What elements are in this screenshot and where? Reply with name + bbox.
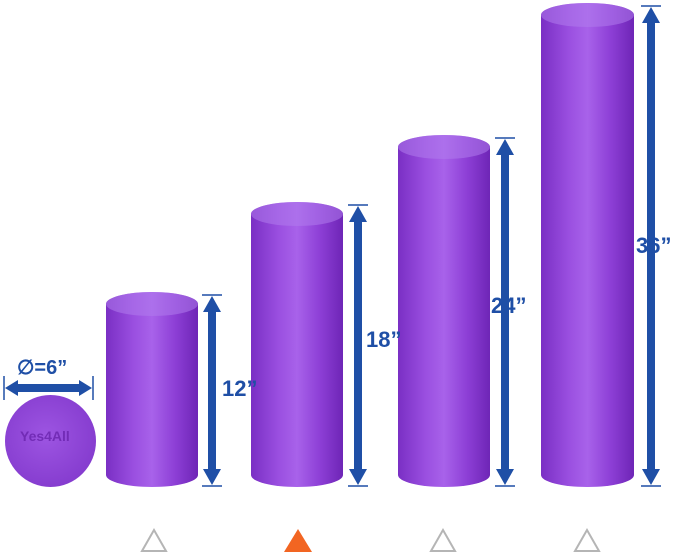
length-label-12: 12” — [222, 376, 258, 401]
carousel-indicators — [140, 527, 601, 552]
carousel-indicator-2-active — [284, 529, 312, 552]
carousel-indicator-4 — [573, 527, 601, 552]
length-label-18: 18” — [366, 327, 402, 352]
length-arrow-36 — [641, 5, 661, 487]
diameter-arrow — [3, 376, 94, 400]
carousel-indicator-3 — [429, 527, 457, 552]
length-label-36: 36” — [636, 233, 672, 258]
roller-36 — [541, 3, 634, 487]
roller-12 — [106, 292, 198, 487]
brand-logo: Yes4All — [20, 428, 70, 444]
length-arrow-24 — [495, 137, 515, 487]
carousel-indicator-1 — [140, 527, 168, 552]
roller-18 — [251, 202, 343, 487]
diameter-label: ∅=6” — [17, 357, 68, 379]
roller-24 — [398, 135, 490, 487]
length-arrow-18 — [348, 204, 368, 487]
length-label-24: 24” — [491, 293, 527, 318]
roller-end-disc — [5, 395, 96, 487]
length-arrow-12 — [202, 294, 222, 487]
